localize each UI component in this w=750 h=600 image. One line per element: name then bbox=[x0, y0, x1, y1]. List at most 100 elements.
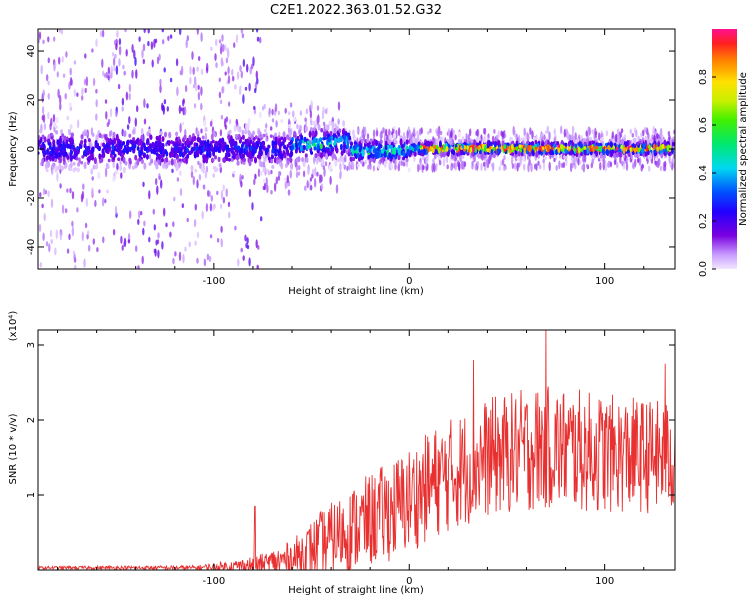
heatmap-cell bbox=[181, 142, 185, 150]
heatmap-cell bbox=[261, 106, 265, 111]
heatmap-cell bbox=[66, 248, 70, 254]
heatmap-cell bbox=[200, 32, 203, 42]
heatmap-cell bbox=[616, 162, 619, 169]
heatmap-cell bbox=[335, 184, 339, 194]
heatmap-cell bbox=[268, 107, 271, 115]
heatmap-cell bbox=[236, 71, 240, 80]
heatmap-cell bbox=[59, 230, 63, 241]
heatmap-cell bbox=[81, 190, 85, 200]
heatmap-cell bbox=[118, 38, 122, 46]
heatmap-cell bbox=[102, 236, 105, 244]
heatmap-cell bbox=[161, 241, 164, 250]
heatmap-cell bbox=[591, 157, 594, 165]
heatmap-cell bbox=[42, 188, 46, 196]
heatmap-cell bbox=[446, 164, 449, 170]
heatmap-cell bbox=[622, 164, 626, 170]
heatmap-cell bbox=[39, 262, 42, 268]
heatmap-cell bbox=[256, 36, 260, 42]
heatmap-cell bbox=[193, 76, 197, 86]
heatmap-cell bbox=[204, 127, 208, 132]
heatmap-cell bbox=[127, 239, 131, 244]
heatmap-cell bbox=[142, 43, 146, 52]
heatmap-cell bbox=[277, 175, 281, 181]
heatmap-cell bbox=[169, 77, 173, 83]
heatmap-cell bbox=[442, 157, 446, 167]
heatmap-cell bbox=[73, 254, 76, 261]
heatmap-cell bbox=[619, 155, 622, 164]
heatmap-cell bbox=[111, 51, 115, 57]
heatmap-cell bbox=[668, 154, 671, 164]
heatmap-cell bbox=[247, 118, 251, 124]
heatmap-cell bbox=[604, 164, 608, 172]
heatmap-cell bbox=[143, 98, 146, 108]
heatmap-cell bbox=[152, 208, 155, 215]
heatmap-cell bbox=[91, 187, 94, 196]
heatmap-cell bbox=[642, 129, 645, 137]
heatmap-cell bbox=[206, 253, 210, 261]
heatmap-cell bbox=[61, 55, 64, 63]
heatmap-cell bbox=[203, 258, 207, 267]
heatmap-cell bbox=[463, 161, 467, 168]
heatmap-cell bbox=[219, 99, 223, 105]
heatmap-cell bbox=[76, 119, 80, 129]
heatmap-cell bbox=[163, 67, 166, 73]
heatmap-cell bbox=[253, 105, 256, 110]
heatmap-cell bbox=[445, 155, 449, 164]
heatmap-cell bbox=[40, 64, 43, 75]
heatmap-cell bbox=[244, 86, 248, 91]
heatmap-cell bbox=[188, 241, 191, 248]
heatmap-cell bbox=[278, 170, 281, 177]
heatmap-cell bbox=[241, 33, 245, 39]
heatmap-cell bbox=[161, 29, 164, 33]
heatmap-cell bbox=[571, 133, 574, 142]
heatmap-cell bbox=[644, 126, 647, 133]
heatmap-cell bbox=[234, 84, 237, 90]
heatmap-cell bbox=[239, 85, 242, 90]
heatmap-cell bbox=[143, 162, 147, 170]
heatmap-cell bbox=[667, 131, 671, 136]
heatmap-cell bbox=[492, 162, 495, 170]
heatmap-cell bbox=[68, 102, 72, 108]
heatmap-cell bbox=[648, 165, 651, 172]
heatmap-cell bbox=[185, 39, 188, 49]
heatmap-cell bbox=[475, 130, 478, 136]
heatmap-cell bbox=[257, 245, 260, 250]
heatmap-cell bbox=[629, 128, 632, 135]
heatmap-cell bbox=[605, 130, 609, 137]
heatmap-cell bbox=[242, 58, 246, 68]
heatmap-cell bbox=[148, 162, 152, 166]
heatmap-cell bbox=[255, 239, 258, 249]
heatmap-cell bbox=[43, 213, 46, 222]
heatmap-cell bbox=[143, 29, 146, 34]
heatmap-cell bbox=[240, 247, 243, 253]
heatmap-cell bbox=[587, 126, 590, 134]
heatmap-cell bbox=[265, 153, 268, 162]
heatmap-cell bbox=[197, 160, 200, 166]
heatmap-cell bbox=[54, 62, 57, 68]
heatmap-cell bbox=[227, 101, 231, 107]
heatmap-cell bbox=[200, 102, 203, 111]
heatmap-cell bbox=[270, 169, 273, 175]
heatmap-cell bbox=[210, 195, 213, 202]
heatmap-cell bbox=[139, 138, 143, 146]
heatmap-cell bbox=[304, 117, 307, 122]
heatmap-cell bbox=[142, 58, 145, 65]
heatmap-cell bbox=[454, 161, 457, 171]
heatmap-cell bbox=[342, 120, 345, 127]
heatmap-cell bbox=[246, 237, 249, 245]
heatmap-cell bbox=[179, 123, 182, 133]
heatmap-cell bbox=[625, 161, 629, 171]
heatmap-cell bbox=[121, 244, 124, 251]
heatmap-cell bbox=[265, 168, 269, 173]
heatmap-cell bbox=[256, 77, 259, 85]
heatmap-cell bbox=[55, 116, 59, 124]
heatmap-cell bbox=[72, 162, 76, 166]
heatmap-cell bbox=[316, 115, 319, 126]
heatmap-cell bbox=[228, 211, 231, 219]
heatmap-cell bbox=[591, 129, 594, 135]
heatmap-cell bbox=[304, 185, 307, 191]
heatmap-cell bbox=[61, 204, 65, 214]
heatmap-cell bbox=[68, 233, 71, 241]
heatmap-cell bbox=[110, 65, 114, 75]
heatmap-cell bbox=[640, 132, 643, 138]
